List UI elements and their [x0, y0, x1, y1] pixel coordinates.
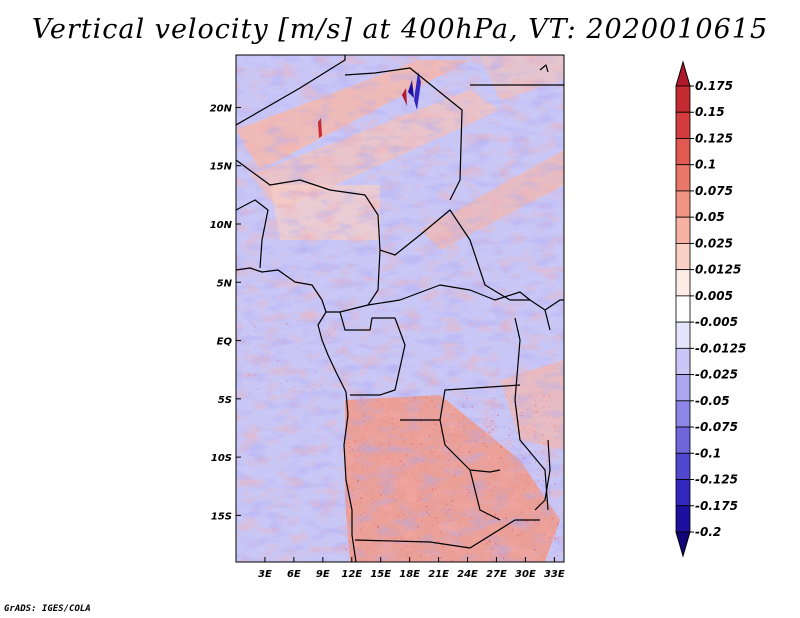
colorbar-label: 0.075: [695, 184, 733, 198]
x-tick-label: 24E: [457, 569, 478, 580]
y-tick-label: 15N: [210, 162, 233, 173]
x-tick-label: 33E: [544, 569, 565, 580]
colorbar-label: -0.05: [695, 394, 730, 408]
grads-credit: GrADS: IGES/COLA: [4, 604, 91, 614]
y-axis: 20N 15N 10N 5N EQ 5S 10S 15S: [210, 103, 241, 522]
x-tick-label: 21E: [428, 569, 449, 580]
colorbar-swatch: [675, 164, 691, 192]
chart-title: Vertical velocity [m/s] at 400hPa, VT: 2…: [31, 14, 769, 45]
y-tick-label: 5N: [217, 278, 233, 289]
x-tick-label: 3E: [258, 569, 272, 580]
y-tick-label: 20N: [210, 103, 233, 114]
colorbar-label: 0.1: [695, 158, 716, 172]
colorbar-label: -0.2: [695, 525, 721, 539]
y-tick-label: 5S: [218, 395, 232, 406]
x-tick-label: 15E: [370, 569, 391, 580]
colorbar-min-triangle: [675, 531, 691, 558]
y-tick-label: 10N: [210, 220, 233, 231]
colorbar-swatch: [675, 400, 691, 428]
colorbar-swatch: [675, 269, 691, 297]
colorbar-label: -0.1: [695, 446, 721, 460]
colorbar-label: 0.125: [695, 131, 733, 145]
y-tick-label: 10S: [211, 453, 232, 464]
colorbar-swatch: [675, 216, 691, 244]
colorbar-swatch: [675, 243, 691, 271]
map-frame: [235, 54, 565, 563]
colorbar-swatch: [675, 111, 691, 139]
colorbar-label: -0.125: [695, 473, 738, 487]
colorbar-swatch: [675, 138, 691, 166]
velocity-field: [236, 55, 564, 562]
x-tick-label: 18E: [399, 569, 420, 580]
x-tick-label: 30E: [515, 569, 536, 580]
colorbar-label: 0.005: [695, 289, 733, 303]
colorbar-swatch: [675, 347, 691, 375]
x-tick-label: 9E: [316, 569, 330, 580]
colorbar-swatch: [675, 295, 691, 323]
colorbar-label: -0.025: [695, 368, 738, 382]
colorbar-swatch: [675, 426, 691, 454]
colorbar-swatch: [675, 479, 691, 507]
x-tick-label: 27E: [486, 569, 507, 580]
colorbar-swatch: [675, 85, 691, 113]
y-tick-label: 15S: [211, 511, 232, 522]
colorbar-swatch: [675, 321, 691, 349]
colorbar-label: 0.025: [695, 236, 733, 250]
x-tick-label: 6E: [287, 569, 301, 580]
colorbar-swatch: [675, 374, 691, 402]
x-tick-label: 12E: [341, 569, 362, 580]
y-tick-label: EQ: [217, 337, 233, 348]
colorbar-label: -0.075: [695, 420, 738, 434]
colorbar-label: 0.0125: [695, 263, 741, 277]
colorbar-label: 0.15: [695, 105, 725, 119]
colorbar-label: -0.005: [695, 315, 738, 329]
colorbar: 0.175 0.15 0.125 0.1 0.075 0.05 0.025 0.0125 0.0…: [675, 60, 746, 558]
colorbar-label: 0.175: [695, 79, 733, 93]
colorbar-swatch: [675, 190, 691, 218]
x-axis: 3E 6E 9E 12E 15E 18E 21E 24E 27E 30E 33E: [258, 557, 565, 580]
colorbar-label: 0.05: [695, 210, 725, 224]
colorbar-label: -0.175: [695, 499, 738, 513]
colorbar-swatch: [675, 452, 691, 480]
colorbar-max-triangle: [675, 60, 691, 87]
colorbar-label: -0.0125: [695, 341, 746, 355]
colorbar-swatch: [675, 505, 691, 533]
